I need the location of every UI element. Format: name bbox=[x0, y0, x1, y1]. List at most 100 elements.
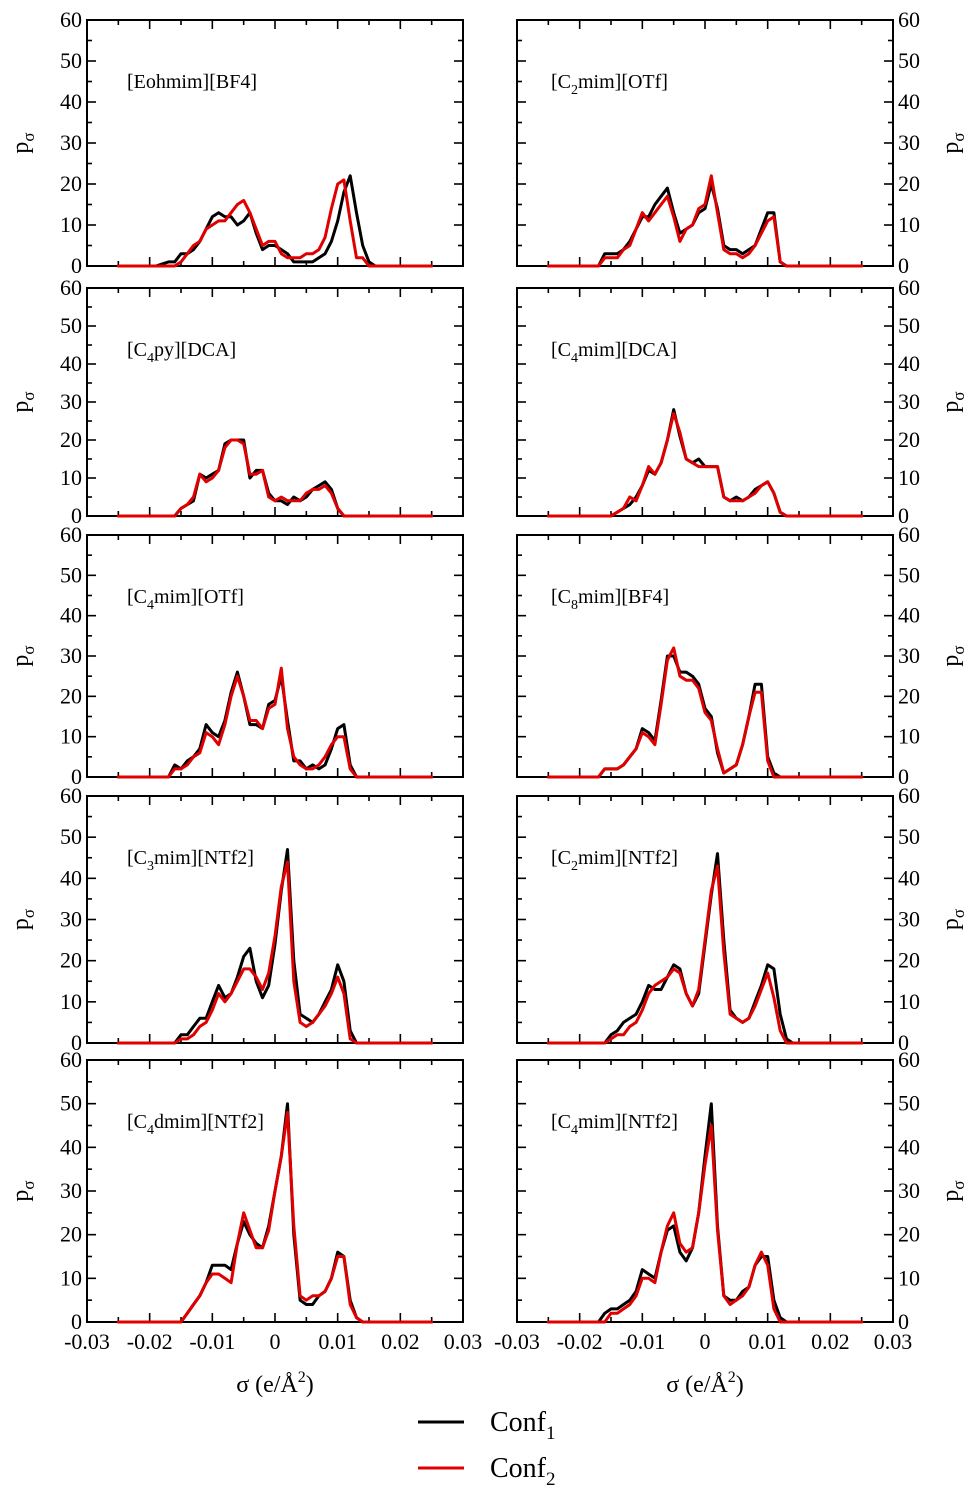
series-line-conf1 bbox=[546, 654, 864, 779]
y-tick-label: 30 bbox=[60, 389, 82, 414]
x-axis-label-close: ) bbox=[736, 1372, 744, 1398]
plot-frame bbox=[86, 19, 464, 267]
panel-title-main: [C bbox=[127, 1111, 147, 1133]
y-tick-label: 0 bbox=[71, 1030, 82, 1055]
series-line-conf2 bbox=[116, 178, 434, 268]
y-tick-label: 30 bbox=[60, 1178, 82, 1203]
x-axis-label-sup: 2 bbox=[728, 1369, 736, 1386]
y-tick-label: 20 bbox=[898, 1222, 920, 1247]
y-axis-label-main: p bbox=[938, 1190, 964, 1202]
legend: Conf1 Conf2 bbox=[418, 1407, 556, 1490]
y-tick-label: 30 bbox=[898, 130, 920, 155]
panel-title-main: [C bbox=[551, 71, 571, 93]
panels: 0102030405060pσ[Eohmim][BF4]010203040506… bbox=[8, 7, 968, 1354]
x-tick-label: 0.01 bbox=[748, 1329, 787, 1354]
y-tick-label: 30 bbox=[898, 643, 920, 668]
y-tick-label: 60 bbox=[898, 7, 920, 32]
y-tick-label: 10 bbox=[898, 724, 920, 749]
panel-7: 0 10 20 30 40 50 60 pσ [C3mim][NTf2] bbox=[8, 783, 464, 1055]
panel-title-rest: mim][BF4] bbox=[578, 586, 669, 608]
panel-title: [C8mim][BF4] bbox=[551, 586, 669, 613]
x-tick-label: -0.03 bbox=[494, 1329, 540, 1354]
x-axis-label-close: ) bbox=[306, 1372, 314, 1398]
panel-4: 0 10 20 30 40 50 60 pσ [C4mim][DCA] bbox=[516, 275, 968, 528]
panel-title: [C4mim][DCA] bbox=[551, 339, 677, 366]
panel-9: 0 10 20 30 40 50 60 pσ -0.03 -0.02 -0.01 0 0.01 0.02 0… bbox=[8, 1047, 482, 1354]
y-axis-label: pσ bbox=[8, 1180, 38, 1201]
panel-title-rest: mim][DCA] bbox=[578, 339, 677, 361]
x-axis-label-2: σ (e/Å2) bbox=[666, 1369, 744, 1398]
y-tick-label: 0 bbox=[898, 764, 909, 789]
x-tick-label: -0.02 bbox=[557, 1329, 603, 1354]
panel-title-main: [C bbox=[551, 847, 571, 869]
panel-title-sub: 3 bbox=[147, 859, 154, 874]
y-tick-label: 40 bbox=[898, 865, 920, 890]
panel-title-main: [C bbox=[127, 586, 147, 608]
y-tick-label: 40 bbox=[898, 351, 920, 376]
y-tick-label: 0 bbox=[71, 253, 82, 278]
series-line-conf1 bbox=[116, 438, 434, 518]
x-axis-labels: σ (e/Å2) σ (e/Å2) bbox=[236, 1369, 744, 1398]
y-tick-label: 0 bbox=[898, 503, 909, 528]
y-axis-label-sub: σ bbox=[949, 909, 968, 918]
y-tick-label: 50 bbox=[898, 48, 920, 73]
y-axis-label-sub: σ bbox=[949, 132, 968, 141]
y-axis-label: pσ bbox=[8, 909, 38, 930]
legend-label: Conf2 bbox=[490, 1453, 556, 1490]
panel-title: [C2mim][NTf2] bbox=[551, 847, 678, 874]
x-axis-label-1: σ (e/Å2) bbox=[236, 1369, 314, 1398]
panel-title-main: [Eohmim][BF4] bbox=[127, 71, 257, 93]
series-line-conf2 bbox=[546, 1124, 864, 1324]
panel-1: 0 10 20 30 40 50 60 pσ [Eohmim][BF4] bbox=[8, 7, 464, 278]
panel-title-rest: mim][NTf2] bbox=[154, 847, 254, 869]
series-line-conf2 bbox=[546, 864, 864, 1045]
y-axis-label-main: p bbox=[8, 655, 34, 667]
y-axis-label: pσ bbox=[938, 132, 968, 153]
series-line-conf2 bbox=[116, 860, 434, 1045]
y-tick-label: 10 bbox=[898, 212, 920, 237]
y-tick-label: 30 bbox=[898, 1178, 920, 1203]
y-tick-label: 0 bbox=[71, 1309, 82, 1334]
plot-frame bbox=[516, 534, 894, 778]
y-axis-label-sub: σ bbox=[19, 1180, 38, 1189]
y-tick-label: 40 bbox=[898, 1134, 920, 1159]
y-tick-label: 10 bbox=[60, 724, 82, 749]
x-tick-label: 0.03 bbox=[444, 1329, 483, 1354]
y-tick-label: 10 bbox=[60, 465, 82, 490]
y-tick-label: 0 bbox=[71, 503, 82, 528]
y-tick-label: 60 bbox=[898, 783, 920, 808]
series-line-conf2 bbox=[546, 646, 864, 779]
legend-label-sub: 2 bbox=[546, 1469, 556, 1490]
x-tick-label: 0.01 bbox=[318, 1329, 357, 1354]
y-axis-label-sub: σ bbox=[949, 391, 968, 400]
y-tick-label: 30 bbox=[898, 389, 920, 414]
series-line-conf2 bbox=[116, 666, 434, 779]
x-axis-label-main: σ (e/Å bbox=[666, 1372, 728, 1398]
y-tick-label: 40 bbox=[60, 603, 82, 628]
y-axis-label: pσ bbox=[8, 391, 38, 412]
x-tick-label: -0.01 bbox=[189, 1329, 235, 1354]
panel-title-sub: 8 bbox=[571, 598, 578, 613]
panel-5: 0 10 20 30 40 50 60 pσ [C4mim][OTf] bbox=[8, 522, 464, 789]
y-tick-label: 50 bbox=[60, 824, 82, 849]
legend-label: Conf1 bbox=[490, 1407, 556, 1444]
panel-title-sub: 4 bbox=[147, 1123, 154, 1138]
x-tick-label: 0.03 bbox=[874, 1329, 913, 1354]
legend-label-main: Conf bbox=[490, 1453, 547, 1484]
y-tick-label: 10 bbox=[60, 1265, 82, 1290]
panel-title: [C4dmim][NTf2] bbox=[127, 1111, 264, 1138]
y-tick-label: 20 bbox=[898, 427, 920, 452]
y-tick-label: 50 bbox=[898, 313, 920, 338]
y-tick-label: 50 bbox=[898, 824, 920, 849]
panel-title: [C4py][DCA] bbox=[127, 339, 236, 366]
y-tick-label: 20 bbox=[60, 171, 82, 196]
y-axis-label-main: p bbox=[938, 918, 964, 930]
panel-title-sub: 4 bbox=[571, 351, 578, 366]
y-tick-label: 20 bbox=[60, 948, 82, 973]
y-tick-label: 60 bbox=[60, 783, 82, 808]
panel-title: [C3mim][NTf2] bbox=[127, 847, 254, 874]
panel-title-sub: 4 bbox=[571, 1123, 578, 1138]
panel-title-rest: mim][OTf] bbox=[578, 71, 668, 93]
y-tick-label: 40 bbox=[60, 89, 82, 114]
